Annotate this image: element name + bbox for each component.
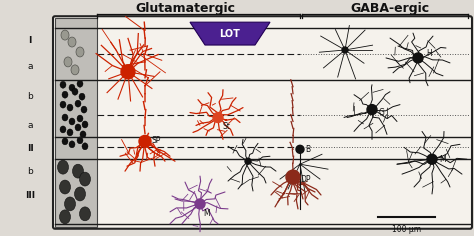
Ellipse shape bbox=[62, 138, 68, 145]
Ellipse shape bbox=[67, 129, 73, 136]
Text: M: M bbox=[203, 209, 210, 218]
Ellipse shape bbox=[82, 143, 88, 150]
Ellipse shape bbox=[80, 207, 91, 221]
Text: a: a bbox=[27, 121, 33, 130]
Ellipse shape bbox=[68, 37, 76, 47]
Ellipse shape bbox=[69, 84, 75, 91]
Text: Glutamatergic: Glutamatergic bbox=[135, 2, 235, 15]
Ellipse shape bbox=[75, 124, 81, 131]
Circle shape bbox=[413, 53, 423, 63]
Ellipse shape bbox=[60, 81, 66, 88]
Polygon shape bbox=[190, 22, 270, 45]
Ellipse shape bbox=[61, 30, 69, 40]
Ellipse shape bbox=[62, 114, 68, 121]
Text: G: G bbox=[379, 108, 385, 117]
Circle shape bbox=[296, 145, 304, 153]
Ellipse shape bbox=[75, 100, 81, 107]
Ellipse shape bbox=[60, 210, 71, 224]
Ellipse shape bbox=[74, 187, 85, 201]
Ellipse shape bbox=[76, 47, 84, 57]
Ellipse shape bbox=[73, 164, 83, 178]
Ellipse shape bbox=[64, 197, 75, 211]
Ellipse shape bbox=[77, 80, 83, 87]
Text: 100 μm: 100 μm bbox=[392, 225, 421, 234]
Ellipse shape bbox=[80, 131, 86, 138]
Text: III: III bbox=[25, 191, 35, 200]
Circle shape bbox=[427, 154, 437, 164]
Ellipse shape bbox=[81, 106, 87, 113]
Text: B: B bbox=[305, 145, 310, 154]
Ellipse shape bbox=[69, 118, 75, 125]
Text: DP: DP bbox=[300, 175, 310, 184]
Circle shape bbox=[121, 65, 135, 79]
Circle shape bbox=[195, 199, 205, 209]
Text: H: H bbox=[426, 49, 432, 58]
Text: II: II bbox=[27, 144, 33, 153]
Ellipse shape bbox=[60, 101, 66, 108]
Text: a: a bbox=[27, 62, 33, 71]
Circle shape bbox=[367, 105, 377, 114]
Text: I: I bbox=[28, 36, 32, 45]
Circle shape bbox=[245, 158, 251, 164]
Ellipse shape bbox=[67, 104, 73, 111]
Ellipse shape bbox=[71, 65, 79, 75]
Circle shape bbox=[139, 135, 151, 147]
Text: b: b bbox=[27, 167, 33, 176]
Ellipse shape bbox=[82, 121, 88, 128]
Ellipse shape bbox=[60, 180, 71, 194]
Text: b: b bbox=[27, 92, 33, 101]
Text: SP: SP bbox=[152, 136, 161, 145]
Ellipse shape bbox=[79, 93, 85, 100]
Ellipse shape bbox=[77, 115, 83, 122]
Ellipse shape bbox=[64, 57, 72, 67]
Text: M: M bbox=[439, 155, 446, 164]
Circle shape bbox=[286, 170, 300, 184]
Ellipse shape bbox=[80, 172, 91, 186]
Circle shape bbox=[342, 47, 348, 53]
Text: GABA-ergic: GABA-ergic bbox=[350, 2, 429, 15]
Ellipse shape bbox=[72, 88, 78, 95]
Bar bbox=[55, 18, 97, 227]
Text: LOT: LOT bbox=[219, 29, 240, 39]
Ellipse shape bbox=[77, 137, 83, 144]
Text: St: St bbox=[223, 122, 231, 131]
FancyBboxPatch shape bbox=[53, 16, 472, 229]
Ellipse shape bbox=[60, 126, 66, 133]
Ellipse shape bbox=[62, 91, 68, 98]
Ellipse shape bbox=[57, 160, 69, 174]
Circle shape bbox=[213, 113, 223, 122]
Ellipse shape bbox=[69, 141, 75, 148]
